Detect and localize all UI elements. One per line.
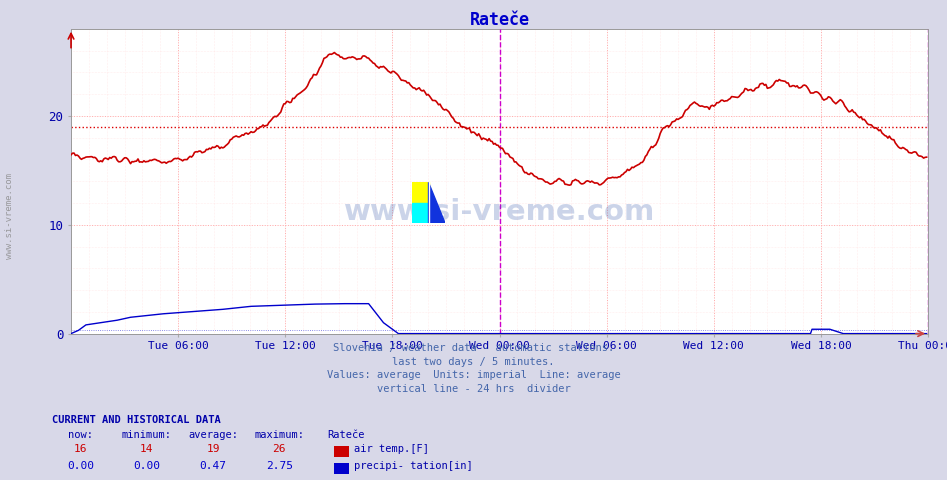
Text: vertical line - 24 hrs  divider: vertical line - 24 hrs divider [377,384,570,394]
Title: Rateče: Rateče [470,11,529,29]
Text: 16: 16 [74,444,87,454]
Text: Rateče: Rateče [327,430,365,440]
Text: 0.00: 0.00 [67,461,94,471]
Text: www.si-vreme.com: www.si-vreme.com [344,198,655,226]
Text: average:: average: [188,430,238,440]
Text: CURRENT AND HISTORICAL DATA: CURRENT AND HISTORICAL DATA [52,415,221,425]
Text: 14: 14 [140,444,153,454]
Text: 26: 26 [273,444,286,454]
Text: 19: 19 [206,444,220,454]
Polygon shape [428,182,445,223]
Polygon shape [412,182,428,203]
Text: Values: average  Units: imperial  Line: average: Values: average Units: imperial Line: av… [327,370,620,380]
Text: 0.00: 0.00 [134,461,160,471]
Text: maximum:: maximum: [255,430,304,440]
Text: minimum:: minimum: [122,430,171,440]
Text: air temp.[F]: air temp.[F] [354,444,429,454]
Text: www.si-vreme.com: www.si-vreme.com [5,173,14,259]
Text: 0.47: 0.47 [200,461,226,471]
Text: now:: now: [68,430,93,440]
Text: Slovenia / weather data - automatic stations.: Slovenia / weather data - automatic stat… [333,343,614,353]
Text: 2.75: 2.75 [266,461,293,471]
Text: last two days / 5 minutes.: last two days / 5 minutes. [392,357,555,367]
Text: precipi- tation[in]: precipi- tation[in] [354,461,473,471]
Polygon shape [412,203,428,223]
